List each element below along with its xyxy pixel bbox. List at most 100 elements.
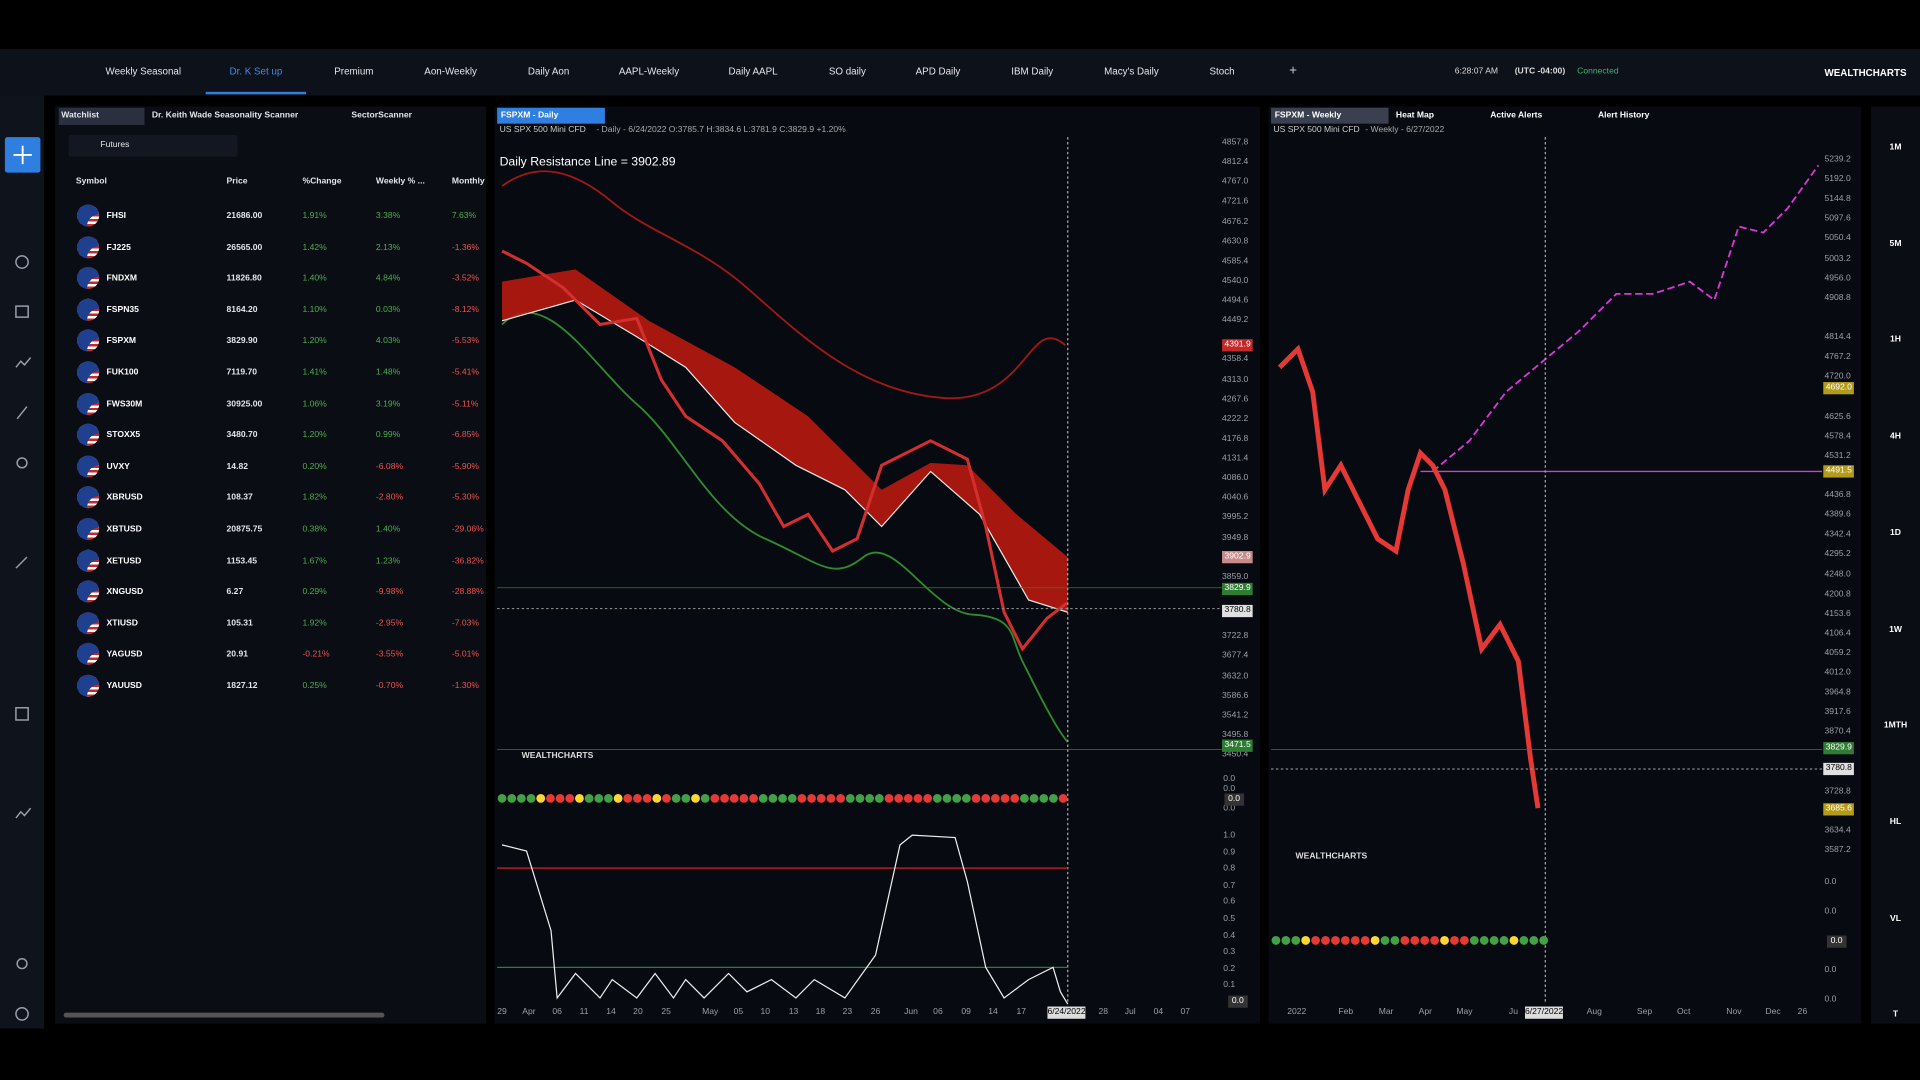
- nav-tab[interactable]: IBM Daily: [1011, 66, 1054, 78]
- timeframe-button[interactable]: VL: [1890, 914, 1901, 924]
- x-tick-label: May: [1456, 1007, 1473, 1017]
- signal-dot: [1410, 936, 1420, 945]
- signal-dot: [981, 793, 991, 803]
- indicator-tick: 0.3: [1223, 947, 1236, 957]
- signal-dot: [797, 793, 807, 803]
- cell: 3480.70: [226, 431, 258, 440]
- signal-dot: [1430, 936, 1440, 945]
- timeframe-button[interactable]: T: [1892, 1010, 1899, 1019]
- timeframe-button[interactable]: 1M: [1889, 143, 1902, 152]
- cell: 26565.00: [226, 243, 263, 252]
- cell: 0.29%: [302, 587, 327, 597]
- nav-tab[interactable]: AAPL-Weekly: [618, 66, 680, 78]
- nav-tab[interactable]: Weekly Seasonal: [105, 66, 182, 78]
- brand: WEALTHCHARTS: [1824, 67, 1907, 79]
- nav-tab[interactable]: Aon-Weekly: [424, 66, 477, 78]
- nav-tab[interactable]: Premium: [334, 66, 374, 78]
- signal-dot: [990, 793, 1000, 803]
- active-tab-underline: [205, 91, 307, 95]
- nav-tab[interactable]: APD Daily: [915, 66, 961, 78]
- chart-info: - Weekly - 6/27/2022: [1365, 126, 1445, 135]
- x-tick-label: Apr: [522, 1007, 536, 1017]
- chart-tab[interactable]: Heat Map: [1395, 111, 1435, 121]
- cell: FSPXM: [106, 337, 137, 346]
- y-tick-label: 4086.0: [1222, 474, 1249, 483]
- cell: 4.84%: [375, 274, 401, 284]
- signal-dot: [1529, 936, 1539, 945]
- timeframe-button[interactable]: 1D: [1890, 528, 1901, 538]
- timeframe-button[interactable]: 4H: [1890, 432, 1901, 441]
- signal-dot: [894, 793, 904, 803]
- cell: 6.27: [226, 587, 244, 597]
- cell: 0.99%: [375, 431, 401, 440]
- panel-tab[interactable]: Dr. Keith Wade Seasonality Scanner: [151, 111, 299, 121]
- cell: 0.20%: [302, 462, 327, 472]
- daily-tab-bg: [497, 107, 605, 124]
- signal-dot: [787, 793, 797, 803]
- column-header: %Change: [302, 177, 342, 187]
- y-tick-label: 4812.4: [1222, 158, 1249, 167]
- nav-tab[interactable]: SO daily: [828, 66, 866, 78]
- y-tick-label: 4767.2: [1824, 352, 1851, 362]
- indicator-tick: 0.0: [1824, 966, 1837, 975]
- indicator-tick: 0.1: [1223, 981, 1236, 990]
- panel-tab[interactable]: SectorScanner: [351, 111, 412, 121]
- cell: 3829.90: [226, 337, 258, 346]
- signal-dot: [845, 793, 855, 803]
- indicator-tick: 0.4: [1223, 931, 1236, 940]
- nav-tab[interactable]: Daily Aon: [527, 66, 570, 78]
- cell: -1.30%: [451, 682, 480, 691]
- x-tick-label: 17: [1016, 1007, 1026, 1017]
- y-tick-label: 4578.4: [1824, 431, 1851, 441]
- chart-symbol: US SPX 500 Mini CFD: [1273, 126, 1360, 135]
- nav-tab[interactable]: Stoch: [1209, 66, 1235, 78]
- chart-tab[interactable]: Active Alerts: [1490, 111, 1543, 121]
- cell: 8164.20: [226, 305, 258, 315]
- indicator-tick: 0.8: [1223, 864, 1236, 874]
- chart-tab[interactable]: Alert History: [1597, 111, 1650, 121]
- flag-icon: [77, 517, 100, 541]
- y-tick-label: 3964.8: [1824, 688, 1851, 698]
- cell: -0.70%: [375, 682, 404, 691]
- signal-dot: [652, 793, 662, 803]
- clock: 6:28:07 AM: [1454, 67, 1499, 76]
- timeframe-button[interactable]: 1H: [1890, 335, 1901, 345]
- timeframe-button[interactable]: 1W: [1889, 625, 1902, 635]
- flag-icon: [77, 580, 100, 603]
- panel-tab[interactable]: Watchlist: [61, 111, 100, 121]
- cell: 1.42%: [302, 243, 327, 252]
- daily-price-graphics: [497, 137, 1223, 1005]
- cell: XNGUSD: [106, 587, 144, 597]
- cell: -6.08%: [375, 462, 404, 472]
- daily-panel: [494, 106, 1261, 1024]
- flag-icon: [77, 267, 100, 290]
- y-tick-label: 4358.4: [1222, 355, 1249, 365]
- cell: 1.82%: [302, 493, 327, 503]
- flag-icon: [77, 674, 100, 697]
- chart-tab[interactable]: FSPXM - Weekly: [1274, 111, 1342, 121]
- scrollbar[interactable]: [63, 1012, 385, 1018]
- weekly-price-graphics: [1271, 137, 1823, 1005]
- price-tag: 4491.5: [1823, 465, 1855, 478]
- nav-tab[interactable]: Daily AAPL: [728, 66, 778, 78]
- timeframe-button[interactable]: HL: [1889, 817, 1902, 827]
- filter-box[interactable]: [68, 134, 238, 157]
- y-tick-label: 5097.6: [1824, 214, 1851, 224]
- signal-dot: [932, 793, 942, 803]
- timeframe-button[interactable]: 1MTH: [1883, 721, 1908, 730]
- nav-tab[interactable]: Dr. K Set up: [229, 66, 283, 78]
- signal-dot: [874, 793, 884, 803]
- cell: YAUUSD: [106, 682, 142, 691]
- signal-dot: [1281, 936, 1291, 945]
- add-tab[interactable]: +: [1289, 63, 1298, 79]
- x-tick-label: 28: [1098, 1007, 1109, 1017]
- y-tick-label: 4449.2: [1222, 316, 1249, 325]
- timeframe-button[interactable]: 5M: [1889, 240, 1902, 249]
- signal-dot: [1519, 936, 1529, 945]
- filter-select[interactable]: Futures: [100, 140, 130, 150]
- cell: FSPN35: [106, 305, 139, 315]
- signal-dot: [1049, 793, 1058, 803]
- signal-dot: [942, 793, 952, 803]
- nav-tab[interactable]: Macy's Daily: [1104, 66, 1159, 78]
- cell: -2.80%: [375, 493, 404, 503]
